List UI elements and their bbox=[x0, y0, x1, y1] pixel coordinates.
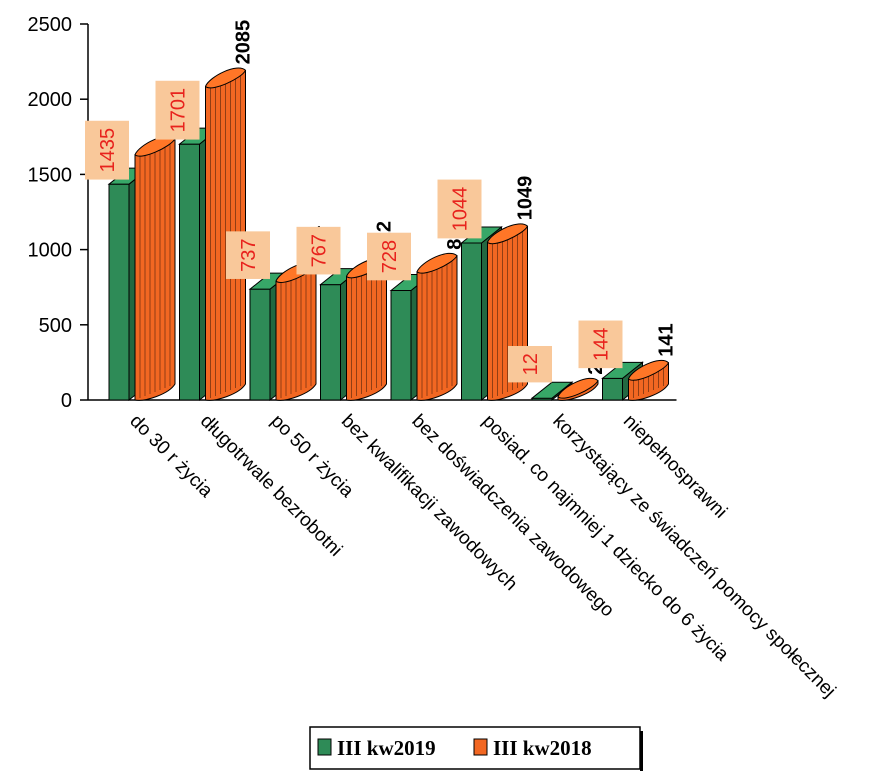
data-label-text: 12 bbox=[520, 353, 542, 375]
data-label-series-1: 767 bbox=[296, 226, 341, 275]
data-label-series-1: 1044 bbox=[437, 179, 482, 239]
bar-series-2 bbox=[204, 67, 247, 401]
category-label: korzystający ze świadczeń pomocy społecz… bbox=[548, 411, 839, 702]
legend-box-shadow bbox=[640, 731, 643, 771]
data-label-series-2: 2085 bbox=[233, 20, 255, 65]
y-tick-label: 1500 bbox=[28, 164, 73, 186]
y-tick-label: 0 bbox=[61, 390, 72, 412]
legend-swatch-series-1 bbox=[317, 738, 332, 756]
bar-front bbox=[602, 377, 623, 401]
bar-series-2 bbox=[345, 257, 388, 401]
bar-series-2 bbox=[134, 135, 176, 401]
bar-cap bbox=[204, 67, 247, 89]
bar-front bbox=[320, 284, 341, 401]
data-label-series-1: 737 bbox=[226, 231, 270, 279]
data-label-series-2: 141 bbox=[656, 323, 678, 356]
value-labels: 1435163117012085737791767822728853104410… bbox=[85, 20, 678, 383]
data-label-bg bbox=[367, 232, 411, 281]
data-label-text: 1701 bbox=[168, 88, 190, 133]
bar-series-2 bbox=[557, 377, 599, 401]
data-label-text: 1044 bbox=[450, 187, 472, 232]
category-label: posiad. co najmniej 1 dziecko do 6 życia bbox=[478, 411, 733, 666]
data-label-series-1: 144 bbox=[578, 320, 623, 369]
data-label-text: 144 bbox=[591, 328, 613, 361]
bar-cap bbox=[557, 377, 599, 399]
data-label-series-1: 12 bbox=[508, 345, 552, 383]
data-label-text: 767 bbox=[309, 234, 331, 267]
bar-cap bbox=[627, 360, 670, 381]
y-tick-label: 500 bbox=[39, 315, 72, 337]
data-label-text: 737 bbox=[238, 238, 260, 271]
data-label-bg bbox=[226, 231, 270, 279]
data-label-bg bbox=[85, 120, 129, 180]
data-label-bg bbox=[155, 80, 200, 140]
bar-front bbox=[249, 288, 271, 401]
data-label-series-1: 728 bbox=[367, 232, 411, 281]
bar-front bbox=[390, 290, 412, 401]
y-tick-label: 1000 bbox=[28, 240, 73, 262]
legend: III kw2019 III kw2018 bbox=[309, 726, 643, 771]
bar-series-2 bbox=[627, 360, 670, 401]
axes: 0 500 1000 1500 2000 2500 bbox=[28, 14, 677, 412]
data-label-bg bbox=[508, 345, 552, 383]
data-label-bg bbox=[296, 226, 341, 275]
data-label-text: 728 bbox=[379, 240, 401, 273]
data-label-text: 1435 bbox=[97, 128, 119, 173]
y-tick-label: 2000 bbox=[28, 89, 73, 111]
bar-front bbox=[179, 143, 200, 401]
category-label: długotrwale bezrobotni bbox=[196, 411, 346, 561]
bar-top bbox=[530, 381, 574, 399]
bar-series-2 bbox=[416, 252, 458, 401]
legend-label-series-1: III kw2019 bbox=[337, 736, 436, 760]
data-label-bg bbox=[578, 320, 623, 369]
data-label-series-2: 1049 bbox=[515, 176, 537, 221]
bar-series-2 bbox=[275, 262, 317, 401]
bar-cap bbox=[416, 252, 458, 274]
data-label-series-1: 1435 bbox=[85, 120, 129, 180]
bar-front bbox=[461, 242, 482, 401]
legend-label-series-2: III kw2018 bbox=[493, 736, 592, 760]
data-label-series-1: 1701 bbox=[155, 80, 200, 140]
bar-front bbox=[108, 183, 130, 401]
legend-swatch-series-2 bbox=[473, 738, 488, 756]
bar-cap bbox=[486, 223, 529, 245]
data-label-bg bbox=[437, 179, 482, 239]
y-tick-label: 2500 bbox=[28, 14, 73, 36]
